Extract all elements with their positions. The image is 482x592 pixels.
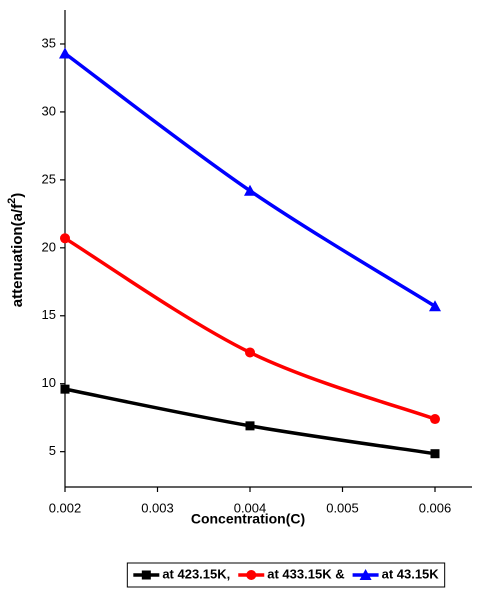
y-axis-label-sup: 2 <box>6 198 18 204</box>
marker <box>245 347 255 358</box>
marker <box>359 569 372 580</box>
legend: at 423.15K, at 433.15K & at 43.15K <box>126 562 446 588</box>
marker <box>246 570 257 580</box>
legend-box <box>126 562 446 588</box>
x-axis-label: Concentration(C) <box>191 511 305 527</box>
y-tick-label: 30 <box>42 103 56 118</box>
marker <box>141 570 151 580</box>
marker <box>429 300 441 312</box>
x-tick-label: 0.006 <box>419 500 452 515</box>
legend-label: at 423.15K, <box>162 566 230 581</box>
x-tick-label: 0.003 <box>141 500 174 515</box>
y-axis-label-text: attenuation(a/f <box>9 203 26 307</box>
y-axis-label: attenuation(a/f2) <box>6 193 26 307</box>
series-line <box>64 236 436 421</box>
marker <box>244 184 256 196</box>
y-tick-label: 15 <box>42 307 56 322</box>
y-tick-label: 20 <box>42 239 56 254</box>
marker <box>430 414 440 425</box>
y-tick-label: 25 <box>42 171 56 186</box>
y-axis-label-end: ) <box>9 193 26 198</box>
marker <box>430 449 440 459</box>
marker <box>60 233 70 244</box>
x-tick-label: 0.004 <box>234 500 267 515</box>
marker <box>60 384 70 394</box>
x-tick-label: 0.002 <box>49 500 82 515</box>
y-tick-label: 5 <box>49 443 56 458</box>
series-line <box>63 52 436 308</box>
y-tick-label: 10 <box>42 375 56 390</box>
legend-label: at 43.15K <box>382 566 440 581</box>
marker <box>245 421 255 431</box>
x-tick-label: 0.005 <box>326 500 359 515</box>
legend-label: at 433.15K & <box>267 566 344 581</box>
marker <box>59 47 71 59</box>
y-tick-label: 35 <box>42 35 56 50</box>
